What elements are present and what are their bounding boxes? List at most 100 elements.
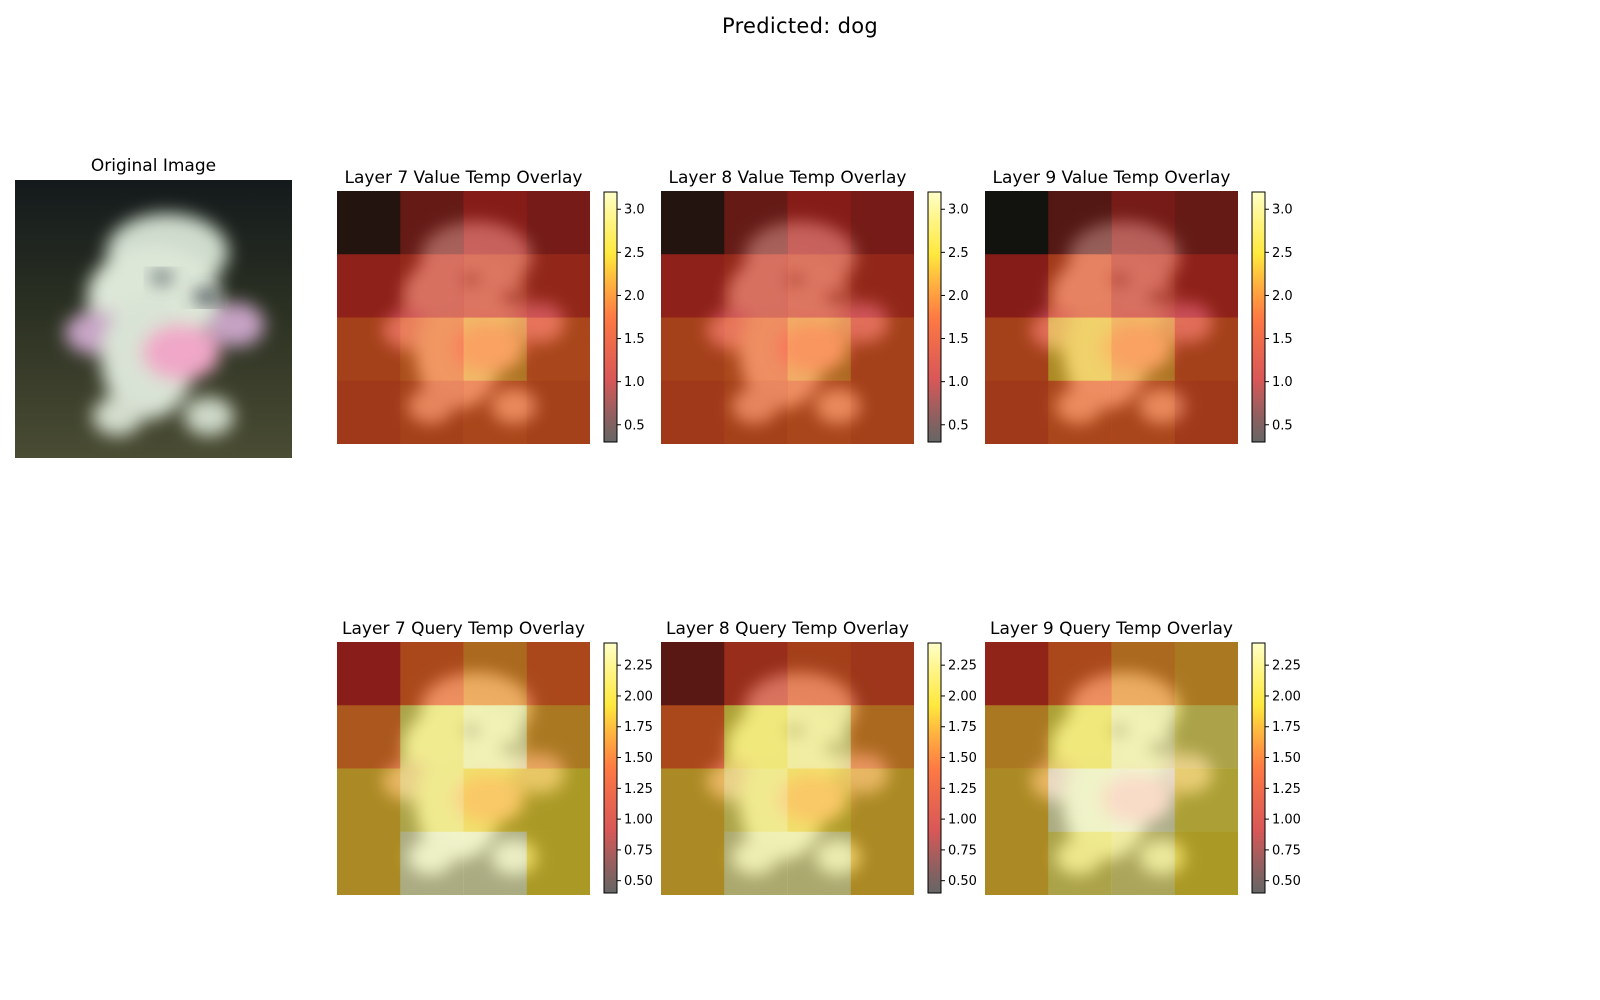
colorbar-tick-label: 1.50 (624, 751, 653, 766)
colorbar-tick-label: 1.25 (948, 782, 977, 797)
heatmap-patch (400, 191, 464, 255)
heatmap-patch (526, 642, 590, 706)
heatmap-patch (850, 642, 914, 706)
heatmap-patch (985, 642, 1049, 706)
heatmap-patch (1111, 642, 1175, 706)
heatmap-patch (400, 768, 464, 832)
heatmap-patch (337, 642, 401, 706)
heatmap-patch (1048, 705, 1112, 769)
colorbar-tick-label: 1.0 (624, 375, 645, 390)
colorbar-tick-label: 1.0 (948, 375, 969, 390)
heatmap-patch (337, 254, 401, 318)
heatmap-patch (463, 768, 527, 832)
heatmap-patch (400, 831, 464, 895)
heatmap-patch (400, 642, 464, 706)
heatmap-patch (1048, 380, 1112, 444)
heatmap-patch (526, 831, 590, 895)
heatmap-patch (661, 642, 725, 706)
colorbar-gradient (927, 642, 942, 894)
heatmap-patch (787, 642, 851, 706)
heatmap-patch (850, 317, 914, 381)
heatmap-patch (850, 380, 914, 444)
heatmap-patch (337, 705, 401, 769)
heatmap-patch (337, 317, 401, 381)
panel-title: Layer 7 Value Temp Overlay (344, 168, 583, 188)
heatmap-patch (463, 705, 527, 769)
heatmap-patch (787, 831, 851, 895)
query-temp-colorbar: 0.50 0.75 1.00 1.25 1.50 1.75 2.00 2.25 (603, 642, 653, 894)
colorbar-tick-label: 1.25 (1272, 782, 1301, 797)
heatmap-patch (724, 191, 788, 255)
heatmap-patch (661, 254, 725, 318)
colorbar-tick-label: 2.00 (624, 689, 653, 704)
colorbar-tick-label: 0.50 (624, 874, 653, 889)
heatmap-patch (661, 705, 725, 769)
colorbar-tick-label: 3.0 (1272, 203, 1293, 218)
panel-title: Layer 7 Query Temp Overlay (342, 619, 585, 639)
colorbar-tick-label: 2.0 (624, 289, 645, 304)
heatmap-patch (985, 705, 1049, 769)
query-temp-colorbar: 0.50 0.75 1.00 1.25 1.50 1.75 2.00 2.25 (927, 642, 977, 894)
panel-title: Layer 8 Value Temp Overlay (668, 168, 907, 188)
heatmap-patch (1111, 768, 1175, 832)
colorbar-tick-label: 0.50 (948, 874, 977, 889)
colorbar-tick-label: 1.50 (1272, 751, 1301, 766)
colorbar-tick-label: 2.5 (1272, 246, 1293, 261)
heatmap-patch (850, 254, 914, 318)
query-temp-colorbar: 0.50 0.75 1.00 1.25 1.50 1.75 2.00 2.25 (1251, 642, 1301, 894)
panel-title: Layer 9 Value Temp Overlay (992, 168, 1231, 188)
heatmap-patch (1111, 254, 1175, 318)
heatmap-patch (1174, 380, 1238, 444)
heatmap-patch (724, 768, 788, 832)
heatmap-patch (661, 191, 725, 255)
heatmap-patch (1174, 831, 1238, 895)
colorbar-tick-label: 1.75 (1272, 720, 1301, 735)
colorbar-tick-label: 0.5 (948, 418, 969, 433)
heatmap-patch (1174, 642, 1238, 706)
colorbar-tick-label: 1.5 (948, 332, 969, 347)
colorbar-tick-label: 0.75 (624, 843, 653, 858)
colorbar-gradient (1251, 191, 1266, 443)
query-temp-overlay-layer-7 (337, 642, 590, 895)
heatmap-patch (526, 254, 590, 318)
heatmap-patch (337, 831, 401, 895)
colorbar-tick-label: 2.25 (948, 659, 977, 674)
colorbar-tick-label: 0.5 (624, 418, 645, 433)
colorbar-gradient (603, 191, 618, 443)
heatmap-patch (463, 831, 527, 895)
colorbar-tick-label: 3.0 (624, 203, 645, 218)
heatmap-patch (1048, 768, 1112, 832)
colorbar-tick-label: 2.00 (948, 689, 977, 704)
colorbar-tick-label: 1.00 (948, 813, 977, 828)
heatmap-patch (985, 317, 1049, 381)
heatmap-patch (1111, 317, 1175, 381)
colorbar-tick-label: 1.75 (948, 720, 977, 735)
colorbar-tick-label: 1.50 (948, 751, 977, 766)
heatmap-patch (850, 191, 914, 255)
heatmap-patch (400, 254, 464, 318)
heatmap-patch (985, 831, 1049, 895)
colorbar-tick-label: 1.75 (624, 720, 653, 735)
colorbar-gradient (603, 642, 618, 894)
heatmap-patch (985, 254, 1049, 318)
heatmap-patch (1048, 642, 1112, 706)
heatmap-patch (337, 380, 401, 444)
heatmap-patch (400, 705, 464, 769)
value-temp-colorbar: 0.5 1.0 1.5 2.0 2.5 3.0 (927, 191, 969, 443)
heatmap-patch (787, 254, 851, 318)
colorbar-tick-label: 1.00 (1272, 813, 1301, 828)
heatmap-patch (1111, 705, 1175, 769)
colorbar-gradient (927, 191, 942, 443)
value-temp-colorbar: 0.5 1.0 1.5 2.0 2.5 3.0 (1251, 191, 1293, 443)
colorbar-tick-label: 2.25 (1272, 659, 1301, 674)
heatmap-patch (985, 380, 1049, 444)
heatmap-patch (1174, 254, 1238, 318)
colorbar-tick-label: 2.5 (624, 246, 645, 261)
heatmap-patch (463, 380, 527, 444)
heatmap-patch (661, 380, 725, 444)
heatmap-patch (787, 380, 851, 444)
heatmap-patch (661, 317, 725, 381)
heatmap-patch (724, 642, 788, 706)
heatmap-patch (463, 254, 527, 318)
figure-title: Predicted: dog (721, 14, 879, 38)
